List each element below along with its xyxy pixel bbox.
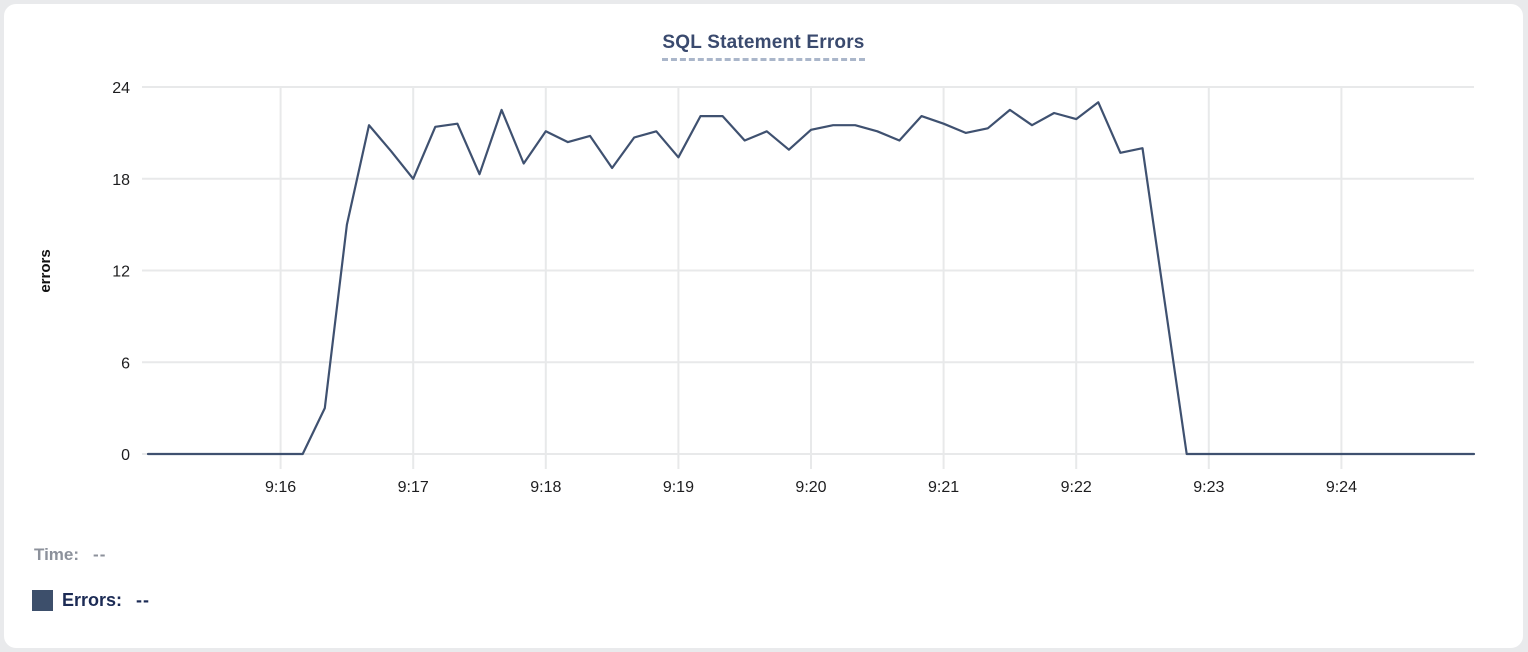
x-tick-9:24: 9:24: [1326, 479, 1357, 496]
chart-title[interactable]: SQL Statement Errors: [662, 32, 865, 61]
x-tick-9:18: 9:18: [530, 479, 561, 496]
tooltip-errors-label: Errors:: [62, 590, 123, 610]
errors-line-chart[interactable]: 0 6 12 18 24 9:16 9:17 9:18 9:19 9:20 9:21 9:22 9:23…: [32, 64, 1504, 509]
x-tick-9:20: 9:20: [795, 479, 826, 496]
chart-header: SQL Statement Errors: [4, 32, 1523, 61]
tooltip-time-row: Time: --: [34, 545, 106, 565]
tooltip-errors-value: --: [136, 590, 151, 610]
x-tick-9:16: 9:16: [265, 479, 296, 496]
y-gridlines-and-labels: 0 6 12 18 24: [112, 80, 1474, 464]
errors-series-line: [146, 101, 1476, 456]
errors-legend-swatch: [32, 590, 53, 611]
x-tick-9:23: 9:23: [1193, 479, 1224, 496]
y-tick-18: 18: [112, 172, 130, 189]
tooltip-time-label: Time:: [34, 545, 80, 564]
y-tick-0: 0: [121, 447, 130, 464]
tooltip-errors-row: Errors: --: [32, 590, 150, 611]
y-tick-24: 24: [112, 80, 130, 97]
tooltip-time-value: --: [93, 545, 107, 564]
x-gridlines-and-labels: 9:16 9:17 9:18 9:19 9:20 9:21 9:22 9:23 9:24: [265, 87, 1357, 496]
x-tick-9:17: 9:17: [398, 479, 429, 496]
y-tick-6: 6: [121, 355, 130, 372]
y-axis-title: errors: [37, 249, 54, 292]
x-tick-9:19: 9:19: [663, 479, 694, 496]
x-tick-9:21: 9:21: [928, 479, 959, 496]
y-tick-12: 12: [112, 264, 130, 281]
x-tick-9:22: 9:22: [1061, 479, 1092, 496]
